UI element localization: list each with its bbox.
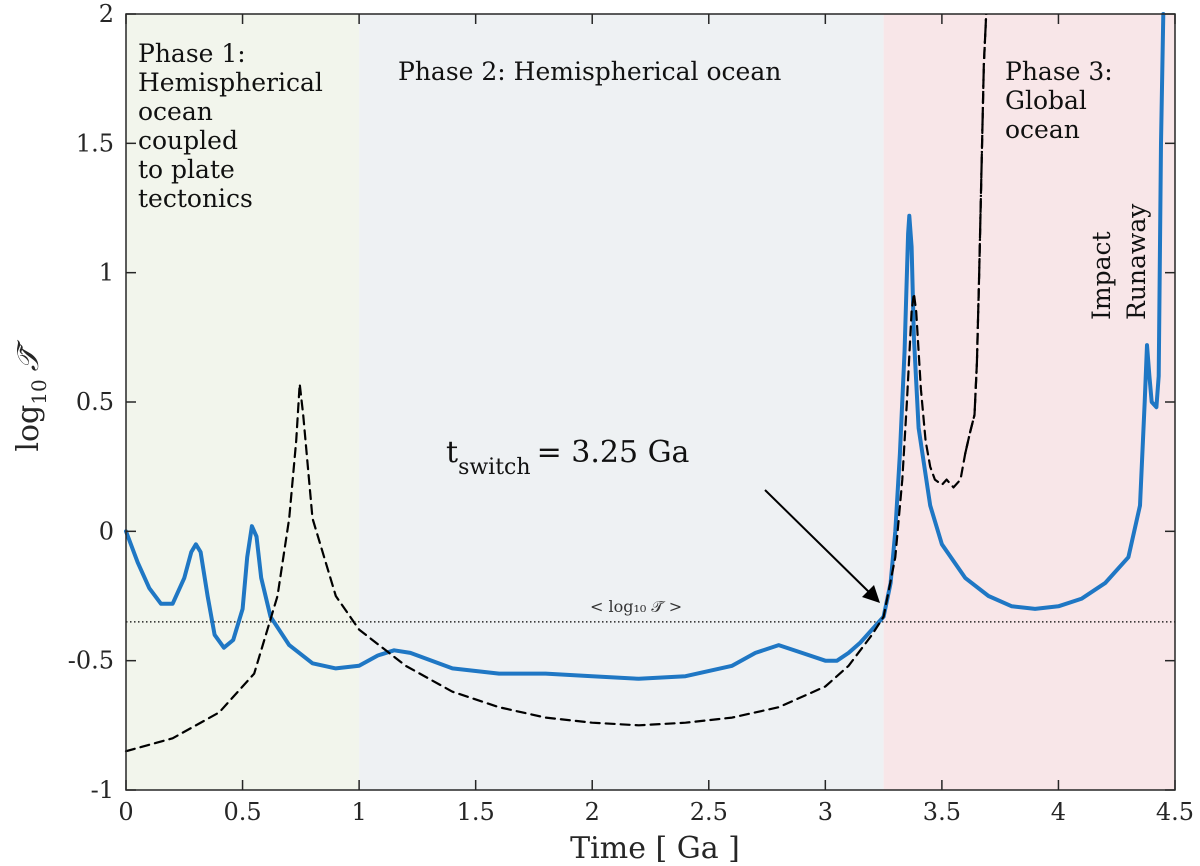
x-tick-label: 4.5 xyxy=(1156,798,1194,826)
y-tick-label: 1.5 xyxy=(76,129,114,157)
phase-3-band xyxy=(883,14,1175,790)
x-tick-label: 2 xyxy=(585,798,600,826)
y-tick-label: 1 xyxy=(99,259,114,287)
x-tick-label: 1.5 xyxy=(457,798,495,826)
phase-label-line: Phase 2: Hemispherical ocean xyxy=(398,57,781,86)
x-tick-label: 4 xyxy=(1051,798,1066,826)
x-tick-label: 0.5 xyxy=(223,798,261,826)
switch-arrow-head xyxy=(862,585,880,603)
phase-label-line: to plate xyxy=(138,155,235,184)
y-axis-log: log xyxy=(11,405,46,452)
y-tick-label: 2 xyxy=(99,0,114,28)
switch-sub: switch xyxy=(458,455,531,480)
y-tick-label: 0.5 xyxy=(76,388,114,416)
phase-3-label: Phase 3: Global ocean xyxy=(1005,57,1113,144)
x-tick-label: 1 xyxy=(351,798,366,826)
switch-main: t xyxy=(446,435,458,470)
phase-label-line: Phase 1: xyxy=(138,39,246,68)
phase-label-line: Global xyxy=(1005,86,1087,115)
x-axis-label: Time [ Ga ] xyxy=(570,831,740,866)
series-line-2-dashdot xyxy=(964,13,988,454)
x-tick-label: 3 xyxy=(818,798,833,826)
switch-arrow-line xyxy=(764,489,873,596)
y-axis-sub: 10 xyxy=(27,379,51,404)
mean-label: < log₁₀ 𝒯̃ > xyxy=(590,597,682,616)
y-axis-symbol: 𝒯̃ xyxy=(11,339,46,371)
svg-text:log10𝒯̃: log10 𝒯̃ xyxy=(11,339,51,451)
phase-label-line: ocean xyxy=(1005,115,1080,144)
phase-2-band xyxy=(359,14,884,790)
y-axis-label: log10 𝒯̃ xyxy=(11,339,51,451)
phase-label-line: Hemispherical xyxy=(138,68,323,97)
y-tick-label: -1 xyxy=(91,776,114,804)
phase-bands xyxy=(126,14,1175,790)
x-tick-label: 0 xyxy=(118,798,133,826)
x-tick-label: 3.5 xyxy=(923,798,961,826)
impact-label: Impact xyxy=(1087,231,1116,320)
phase-label-line: Phase 3: xyxy=(1005,57,1113,86)
phase-label-line: ocean xyxy=(138,97,213,126)
y-tick-label: -0.5 xyxy=(68,647,114,675)
runaway-label: Runaway xyxy=(1122,203,1151,320)
tick-layer: 0 0.5 1 1.5 2 2.5 3 3.5 4 4.5 -1 -0.5 0 0.5 1 1.5 2 xyxy=(68,0,1194,826)
switch-annotation: tswitch = 3.25 Ga xyxy=(446,435,690,480)
phase-1-label: Phase 1: Hemispherical ocean coupled to plat… xyxy=(138,39,323,213)
phase-label-line: coupled xyxy=(138,126,238,155)
phase-1-band xyxy=(126,14,360,790)
series-layer xyxy=(124,12,1166,753)
switch-value: = 3.25 Ga xyxy=(537,435,690,470)
phase-2-label: Phase 2: Hemispherical ocean xyxy=(398,57,781,86)
phase-label-line: tectonics xyxy=(138,184,253,213)
series-line-1 xyxy=(124,12,1166,681)
series-line-2 xyxy=(124,12,988,753)
x-tick-label: 2.5 xyxy=(690,798,728,826)
y-tick-label: 0 xyxy=(99,517,114,545)
